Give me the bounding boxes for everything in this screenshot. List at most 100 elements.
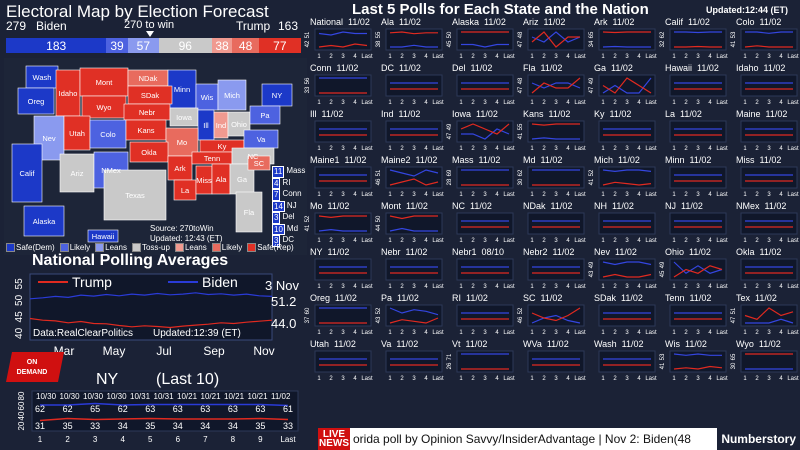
state-poll-chart: 45 50 1 2 3 4 Last	[447, 28, 515, 60]
state-poll-cell[interactable]: Alaska 11/02 45 50 1 2 3 4 Last	[445, 17, 516, 60]
state-poll-cell[interactable]: Mich 11/02 41 52 1 2 3 4 Last	[587, 155, 658, 198]
state-poll-cell[interactable]: NDak 11/02 1 2 3 4 Last	[516, 201, 587, 244]
state-poll-cell[interactable]: Ga 11/02 47 49 1 2 3 4 Last	[587, 63, 658, 106]
state-poll-cell[interactable]: Tex 11/02 47 51 1 2 3 4 Last	[729, 293, 800, 336]
state-poll-cell[interactable]: Mass 11/02 28 69 1 2 3 4 Last	[445, 155, 516, 198]
state-date: 11/02	[612, 201, 634, 211]
state-poll-xtick: 4	[637, 54, 641, 60]
state-poll-cell[interactable]: Ohio 11/02 45 49 1 2 3 4 Last	[658, 247, 729, 290]
state-poll-label: SDak 11/02	[594, 293, 643, 303]
state-poll-cell[interactable]: Utah 11/02 1 2 3 4 Last	[303, 339, 374, 382]
state-poll-chart: 42 51 1 2 3 4 Last	[305, 28, 373, 60]
state-poll-cell[interactable]: La 11/02 1 2 3 4 Last	[658, 109, 729, 152]
state-poll-cell[interactable]: Nebr1 08/10 1 2 3 4 Last	[445, 247, 516, 290]
state-poll-cell[interactable]: Mo 11/02 41 52 1 2 3 4 Last	[303, 201, 374, 244]
state-poll-cell[interactable]: SDak 11/02 1 2 3 4 Last	[587, 293, 658, 336]
state-poll-cell[interactable]: NH 11/02 1 2 3 4 Last	[587, 201, 658, 244]
state-poll-label: Maine 11/02	[736, 109, 787, 119]
state-poll-cell[interactable]: Ky 11/02 1 2 3 4 Last	[587, 109, 658, 152]
state-poll-xtick: 2	[542, 192, 546, 198]
state-poll-cell[interactable]: Nev 11/02 43 49 1 2 3 4 Last	[587, 247, 658, 290]
np-updated: Updated:12:39 (ET)	[153, 328, 241, 339]
state-poll-chart: 26 71 1 2 3 4 Last	[447, 350, 515, 382]
state-poll-cell[interactable]: Nebr2 11/02 1 2 3 4 Last	[516, 247, 587, 290]
state-poll-xtick: 4	[637, 100, 641, 106]
state-poll-cell[interactable]: Iowa 11/02 47 49 1 2 3 4 Last	[445, 109, 516, 152]
small-state-ev: 14	[272, 200, 285, 212]
state-poll-cell[interactable]: Maine2 11/02 46 51 1 2 3 4 Last	[374, 155, 445, 198]
state-poll-label: Idaho 11/02	[736, 63, 785, 73]
ny-biden-value: 63	[173, 404, 183, 414]
state-poll-cell[interactable]: Maine1 11/02 1 2 3 4 Last	[303, 155, 374, 198]
state-poll-cell[interactable]: Tenn 11/02 1 2 3 4 Last	[658, 293, 729, 336]
state-poll-cell[interactable]: WVa 11/02 1 2 3 4 Last	[516, 339, 587, 382]
state-name: Vt	[452, 339, 461, 349]
us-electoral-map[interactable]: Wash Oreg Idaho Mont NDak Minn Wyo SDak Wis Mich N…	[4, 58, 307, 255]
state-poll-label: Wis 11/02	[665, 339, 707, 349]
state-poll-cell[interactable]: Fla 11/02 47 48 1 2 3 4 Last	[516, 63, 587, 106]
state-name: Colo	[736, 17, 755, 27]
legend-swatch	[211, 243, 221, 252]
state-poll-cell[interactable]: NMex 11/02 1 2 3 4 Last	[729, 201, 800, 244]
state-poll-cell[interactable]: Calif 11/02 32 62 1 2 3 4 Last	[658, 17, 729, 60]
map-state-mont	[79, 67, 129, 97]
state-poll-cell[interactable]: SC 11/02 46 52 1 2 3 4 Last	[516, 293, 587, 336]
state-poll-cell[interactable]: Wyo 11/02 30 65 1 2 3 4 Last	[729, 339, 800, 382]
on-demand-badge[interactable]: ON DEMAND	[6, 352, 64, 382]
state-poll-cell[interactable]: Kans 11/02 41 55 1 2 3 4 Last	[516, 109, 587, 152]
state-poll-cell[interactable]: NJ 11/02 1 2 3 4 Last	[658, 201, 729, 244]
state-poll-xtick: 4	[779, 284, 783, 290]
state-poll-cell[interactable]: RI 11/02 1 2 3 4 Last	[445, 293, 516, 336]
state-poll-cell[interactable]: DC 11/02 1 2 3 4 Last	[374, 63, 445, 106]
state-poll-cell[interactable]: Ala 11/02 38 55 1 2 3 4 Last	[374, 17, 445, 60]
state-poll-cell[interactable]: Mont 11/02 44 50 1 2 3 4 Last	[374, 201, 445, 244]
electoral-segment: 183	[6, 38, 107, 53]
state-poll-cell[interactable]: Oreg 11/02 37 60 1 2 3 4 Last	[303, 293, 374, 336]
state-poll-cell[interactable]: Ill 11/02 1 2 3 4 Last	[303, 109, 374, 152]
state-poll-cell[interactable]: Wash 11/02 1 2 3 4 Last	[587, 339, 658, 382]
state-poll-label: Ga 11/02	[594, 63, 633, 73]
ny-xlabel: 7	[203, 435, 208, 444]
state-poll-cell[interactable]: Del 11/02 1 2 3 4 Last	[445, 63, 516, 106]
state-poll-cell[interactable]: Ind 11/02 1 2 3 4 Last	[374, 109, 445, 152]
state-poll-cell[interactable]: NY 11/02 1 2 3 4 Last	[303, 247, 374, 290]
state-name: Mo	[310, 201, 323, 211]
state-poll-cell[interactable]: Hawaii 11/02 1 2 3 4 Last	[658, 63, 729, 106]
state-poll-cell[interactable]: Pa 11/02 43 52 1 2 3 4 Last	[374, 293, 445, 336]
state-poll-xtick: 1	[672, 238, 676, 244]
state-poll-cell[interactable]: Ark 11/02 34 65 1 2 3 4 Last	[587, 17, 658, 60]
state-poll-cell[interactable]: Idaho 11/02 1 2 3 4 Last	[729, 63, 800, 106]
state-name: Fla	[523, 63, 536, 73]
state-poll-cell[interactable]: Md 11/02 30 62 1 2 3 4 Last	[516, 155, 587, 198]
us-map-svg[interactable]: Wash Oreg Idaho Mont NDak Minn Wyo SDak Wis Mich N…	[4, 58, 307, 243]
state-poll-cell[interactable]: Nebr 11/02 1 2 3 4 Last	[374, 247, 445, 290]
state-poll-xtick: 4	[495, 54, 499, 60]
state-poll-cell[interactable]: Okla 11/02 1 2 3 4 Last	[729, 247, 800, 290]
state-poll-cell[interactable]: Conn 11/02 33 56 1 2 3 4 Last	[303, 63, 374, 106]
state-date: 11/02	[540, 63, 563, 73]
state-poll-cell[interactable]: Miss 11/02 1 2 3 4 Last	[729, 155, 800, 198]
ny-date: 10/30	[60, 392, 81, 401]
small-state-name: RI	[282, 177, 291, 187]
ny-trump-line	[39, 417, 289, 422]
state-poll-xtick: 2	[684, 330, 688, 336]
state-poll-cell[interactable]: Wis 11/02 41 53 1 2 3 4 Last	[658, 339, 729, 382]
state-poll-xtick: 4	[566, 284, 570, 290]
state-poll-xtick: 1	[743, 376, 747, 382]
state-poll-xtick: 2	[471, 330, 475, 336]
state-poll-plot	[669, 212, 727, 235]
np-biden-line	[29, 292, 273, 300]
state-poll-cell[interactable]: Minn 11/02 1 2 3 4 Last	[658, 155, 729, 198]
state-poll-cell[interactable]: Vt 11/02 26 71 1 2 3 4 Last	[445, 339, 516, 382]
state-date: 11/02	[548, 109, 571, 119]
state-poll-cell[interactable]: Colo 11/02 41 53 1 2 3 4 Last	[729, 17, 800, 60]
state-poll-cell[interactable]: Ariz 11/02 47 48 1 2 3 4 Last	[516, 17, 587, 60]
state-poll-cell[interactable]: National 11/02 42 51 1 2 3 4 Last	[303, 17, 374, 60]
state-poll-cell[interactable]: Maine 11/02 1 2 3 4 Last	[729, 109, 800, 152]
state-poll-ytick: 47	[589, 86, 595, 93]
state-poll-cell[interactable]: Va 11/02 1 2 3 4 Last	[374, 339, 445, 382]
state-poll-chart: 1 2 3 4 Last	[385, 258, 444, 290]
state-poll-xtick: 2	[400, 376, 404, 382]
state-poll-cell[interactable]: NC 11/02 1 2 3 4 Last	[445, 201, 516, 244]
